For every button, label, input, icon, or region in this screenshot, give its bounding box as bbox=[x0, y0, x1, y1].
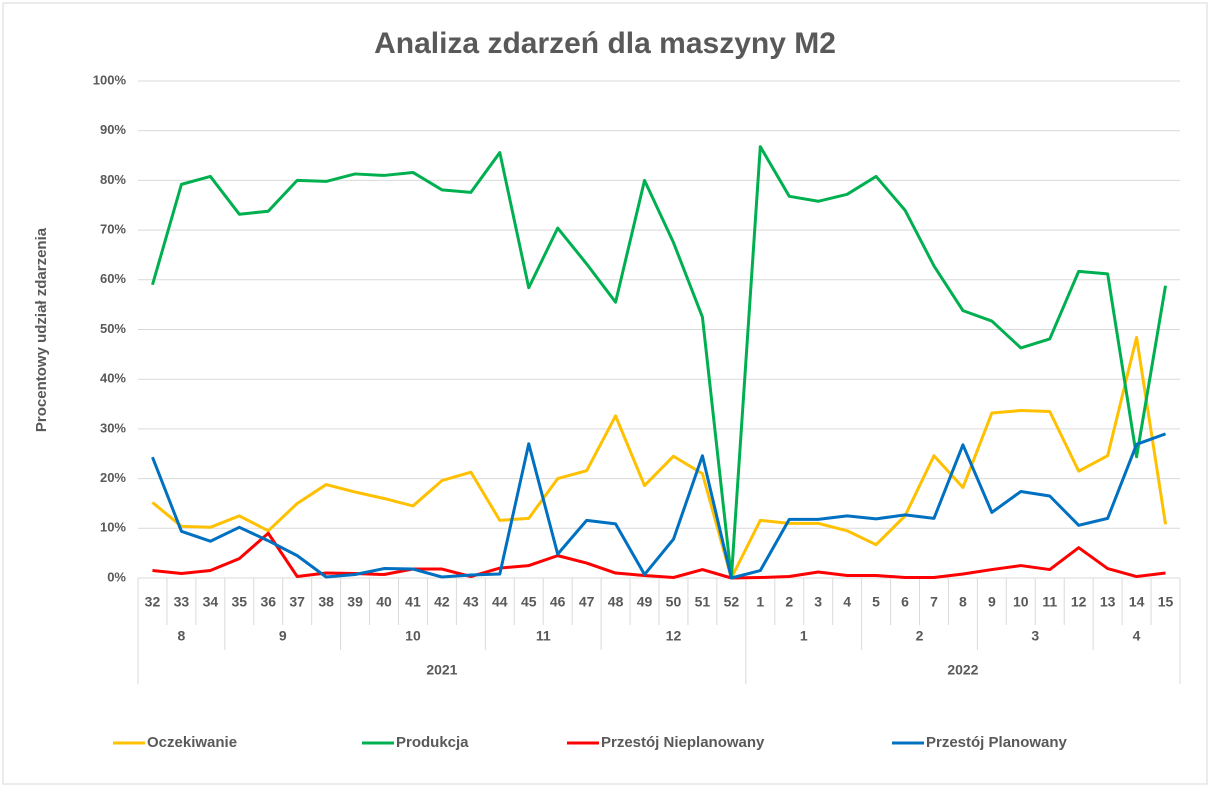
y-tick-label: 40% bbox=[100, 371, 126, 386]
x-tick-label: 51 bbox=[695, 594, 711, 610]
x-tick-label: 13 bbox=[1100, 594, 1116, 610]
x-tick-label: 47 bbox=[579, 594, 595, 610]
legend-label: Przestój Planowany bbox=[926, 734, 1068, 751]
x-tick-label: 45 bbox=[521, 594, 537, 610]
x-tick-label: 33 bbox=[174, 594, 190, 610]
series-line bbox=[151, 145, 1168, 580]
x-tick-label: 34 bbox=[203, 594, 219, 610]
y-tick-label: 10% bbox=[100, 520, 126, 535]
year-label: 2021 bbox=[426, 662, 457, 678]
legend-label: Oczekiwanie bbox=[147, 734, 237, 751]
x-tick-label: 35 bbox=[232, 594, 248, 610]
series-line bbox=[151, 335, 1168, 580]
x-tick-label: 32 bbox=[145, 594, 161, 610]
x-tick-label: 44 bbox=[492, 594, 508, 610]
x-tick-label: 36 bbox=[260, 594, 276, 610]
x-tick-label: 5 bbox=[872, 594, 880, 610]
x-tick-label: 48 bbox=[608, 594, 624, 610]
month-label: 8 bbox=[178, 628, 186, 644]
x-tick-label: 49 bbox=[637, 594, 653, 610]
x-tick-label: 37 bbox=[289, 594, 305, 610]
month-label: 2 bbox=[916, 628, 924, 644]
x-tick-label: 10 bbox=[1013, 594, 1029, 610]
x-tick-label: 2 bbox=[785, 594, 793, 610]
series-line bbox=[151, 432, 1167, 580]
x-tick-label: 46 bbox=[550, 594, 566, 610]
x-tick-label: 11 bbox=[1042, 594, 1057, 610]
x-tick-label: 14 bbox=[1129, 594, 1145, 610]
legend-label: Przestój Nieplanowany bbox=[601, 734, 765, 751]
y-tick-label: 50% bbox=[100, 321, 126, 336]
month-label: 12 bbox=[666, 628, 682, 644]
y-tick-label: 80% bbox=[100, 172, 126, 187]
x-tick-label: 40 bbox=[376, 594, 392, 610]
x-tick-label: 7 bbox=[930, 594, 938, 610]
y-tick-label: 100% bbox=[93, 72, 127, 87]
x-tick-label: 50 bbox=[666, 594, 682, 610]
y-axis-title: Procentowy udział zdarzenia bbox=[33, 227, 50, 432]
month-label: 11 bbox=[536, 628, 551, 644]
x-tick-label: 52 bbox=[724, 594, 740, 610]
x-tick-label: 3 bbox=[814, 594, 822, 610]
chart-title: Analiza zdarzeń dla maszyny M2 bbox=[374, 27, 836, 60]
x-tick-label: 43 bbox=[463, 594, 479, 610]
month-label: 3 bbox=[1031, 628, 1039, 644]
y-tick-label: 20% bbox=[100, 470, 126, 485]
month-label: 10 bbox=[405, 628, 421, 644]
month-label: 4 bbox=[1133, 628, 1141, 644]
y-tick-label: 0% bbox=[107, 569, 126, 584]
x-tick-label: 41 bbox=[405, 594, 421, 610]
x-tick-label: 9 bbox=[988, 594, 996, 610]
year-label: 2022 bbox=[947, 662, 978, 678]
x-tick-label: 4 bbox=[843, 594, 851, 610]
y-tick-label: 60% bbox=[100, 271, 126, 286]
legend-label: Produkcja bbox=[396, 734, 469, 751]
y-tick-label: 30% bbox=[100, 420, 126, 435]
x-tick-label: 39 bbox=[347, 594, 363, 610]
x-tick-label: 12 bbox=[1071, 594, 1087, 610]
x-tick-label: 8 bbox=[959, 594, 967, 610]
y-tick-label: 70% bbox=[100, 222, 126, 237]
x-tick-label: 42 bbox=[434, 594, 450, 610]
x-tick-label: 15 bbox=[1158, 594, 1174, 610]
y-tick-label: 90% bbox=[100, 122, 126, 137]
month-label: 9 bbox=[279, 628, 287, 644]
month-label: 1 bbox=[800, 628, 808, 644]
x-tick-label: 1 bbox=[756, 594, 764, 610]
x-tick-label: 6 bbox=[901, 594, 909, 610]
x-tick-label: 38 bbox=[318, 594, 334, 610]
